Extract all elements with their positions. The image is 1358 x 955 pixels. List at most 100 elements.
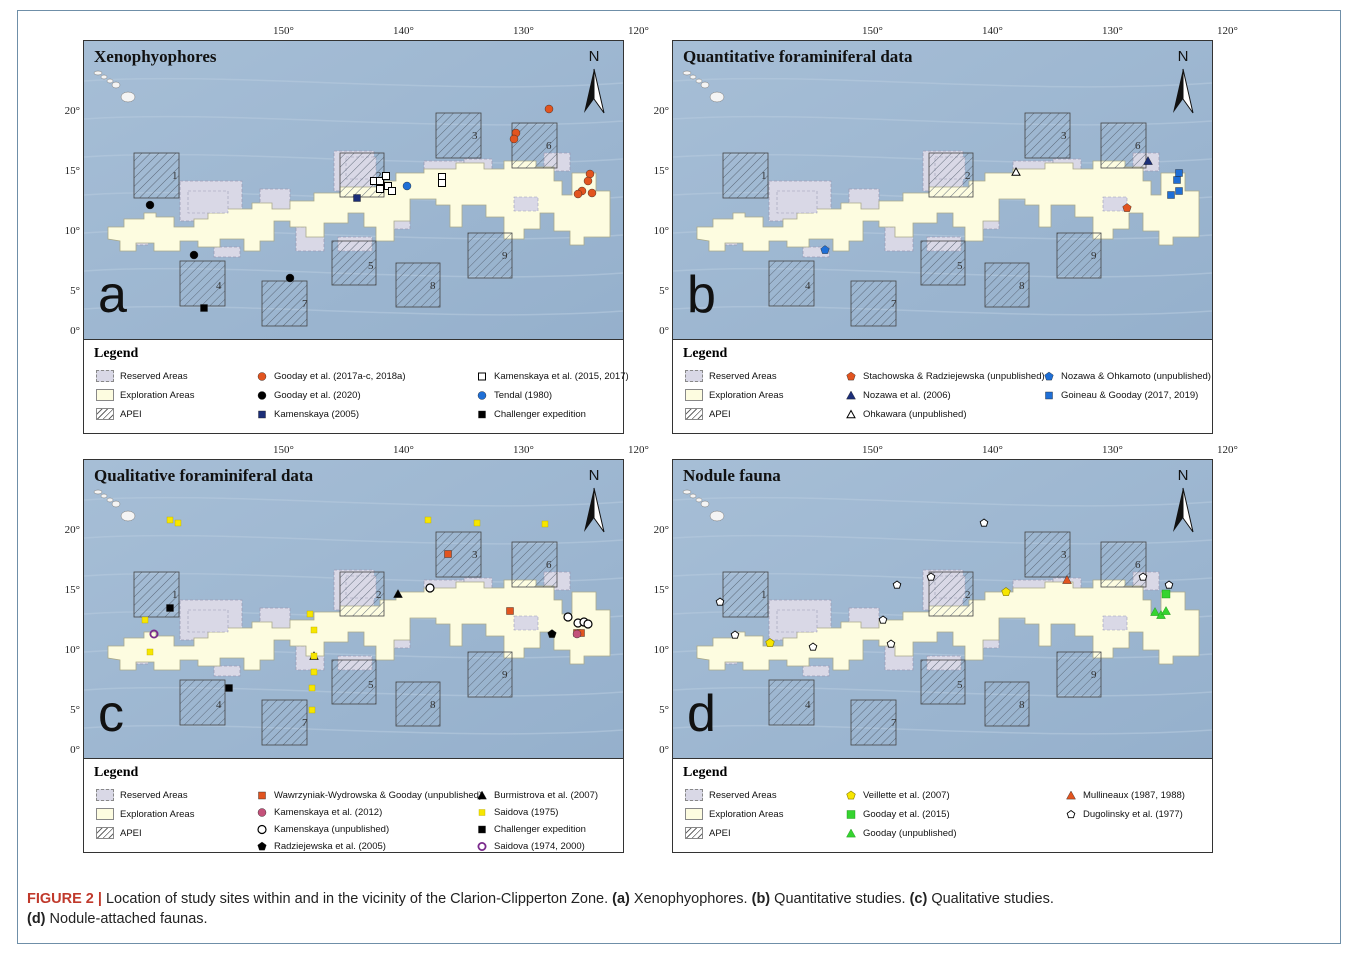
latitude-label: 5° <box>659 704 669 716</box>
longitude-label: 150° <box>273 25 294 37</box>
study-site-marker <box>1138 572 1148 581</box>
apei-5 <box>920 240 966 286</box>
legend-item: Gooday (unpublished) <box>845 827 956 839</box>
study-site-marker <box>892 580 902 589</box>
apei-number: 8 <box>1019 280 1025 292</box>
apei-3 <box>1024 531 1071 578</box>
legend-item-reserved: Reserved Areas <box>685 370 777 382</box>
longitude-label: 150° <box>273 444 294 456</box>
study-site-marker <box>438 179 446 187</box>
study-site-marker <box>310 626 318 634</box>
apei-number: 4 <box>805 280 811 292</box>
map-svg: 1 2 3 4 5 6 7 8 9 N <box>673 41 1212 339</box>
black-pentagon-icon <box>257 841 267 851</box>
apei-number: 8 <box>1019 699 1025 711</box>
legend-label: Reserved Areas <box>120 370 188 382</box>
legend-label: APEI <box>120 827 142 839</box>
apei-number: 9 <box>502 669 508 681</box>
reserved-swatch <box>685 370 703 382</box>
legend-label: Kamenskaya (unpublished) <box>274 823 390 835</box>
hawaii-island <box>689 74 697 80</box>
yellow-pentagon-icon <box>846 790 856 800</box>
exploration-swatch <box>96 389 114 401</box>
legend-item: Gooday et al. (2015) <box>845 808 950 820</box>
longitude-label: 150° <box>862 25 883 37</box>
legend-label: Nozawa et al. (2006) <box>863 389 951 401</box>
legend-item-reserved: Reserved Areas <box>96 370 188 382</box>
apei-6 <box>511 122 558 169</box>
legend-title: Legend <box>683 346 728 361</box>
study-site-marker <box>1143 156 1153 165</box>
legend-item: Radziejewska et al. (2005) <box>256 840 386 852</box>
apei-2 <box>928 571 974 617</box>
apei-7 <box>261 699 308 746</box>
yellow-square-icon <box>478 809 486 816</box>
legend-label: Nozawa & Ohkamoto (unpublished) <box>1061 370 1211 382</box>
legend-item: Kamenskaya et al. (2015, 2017) <box>476 370 629 382</box>
study-site-marker <box>587 188 597 198</box>
study-site-marker <box>310 668 318 676</box>
legend-label: Exploration Areas <box>709 808 784 820</box>
study-site-marker <box>585 169 595 179</box>
study-site-marker <box>544 104 554 114</box>
hawaii-island <box>682 489 692 495</box>
study-site-marker <box>1150 607 1160 616</box>
green-triangle-icon <box>846 828 856 838</box>
apei-number: 5 <box>957 260 963 272</box>
study-site-marker <box>808 642 818 651</box>
latitude-label: 0° <box>659 325 669 337</box>
study-site-marker <box>1161 589 1171 599</box>
north-arrow-icon: N <box>1173 467 1194 533</box>
apei-2 <box>928 152 974 198</box>
study-site-marker <box>1001 587 1011 596</box>
open-pentagon-icon <box>1066 809 1076 819</box>
study-site-marker <box>563 612 573 622</box>
study-site-marker <box>547 629 557 638</box>
apei-number: 2 <box>376 589 382 601</box>
purple-ring-icon <box>477 842 487 851</box>
apei-number: 4 <box>805 699 811 711</box>
apei-number: 7 <box>891 717 897 729</box>
legend-item: Burmistrova et al. (2007) <box>476 789 598 801</box>
longitude-label: 120° <box>628 25 649 37</box>
panel-title: Qualitative foraminiferal data <box>94 466 314 485</box>
hawaii-island <box>111 500 121 508</box>
apei-number: 5 <box>368 260 374 272</box>
reserved-swatch <box>96 789 114 801</box>
blue-pentagon-icon <box>1044 371 1054 381</box>
apei-number: 5 <box>368 679 374 691</box>
apei-number: 7 <box>302 298 308 310</box>
exploration-area <box>107 579 611 671</box>
study-site-marker <box>376 177 384 185</box>
apei-number: 9 <box>1091 669 1097 681</box>
longitude-label: 140° <box>393 444 414 456</box>
legend-label: Exploration Areas <box>120 389 195 401</box>
apei-number: 2 <box>965 589 971 601</box>
legend-label: Gooday et al. (2017a-c, 2018a) <box>274 370 406 382</box>
apei-7 <box>261 280 308 327</box>
legend-label: Challenger expedition <box>494 823 586 835</box>
panel-letter: d <box>687 685 716 743</box>
study-site-marker <box>878 615 888 624</box>
caption-d-text: Nodule-attached faunas. <box>45 911 208 927</box>
study-site-marker <box>382 172 390 180</box>
legend-item-exploration: Exploration Areas <box>96 808 194 820</box>
legend-item: Challenger expedition <box>476 408 586 420</box>
latitude-label: 15° <box>64 165 80 177</box>
study-site-marker <box>1011 166 1021 176</box>
longitude-label: 120° <box>1217 444 1238 456</box>
study-site-marker <box>583 176 593 186</box>
open-triangle-icon <box>846 409 856 419</box>
hawaii-island <box>120 91 136 103</box>
caption-b-tag: (b) <box>751 891 771 907</box>
latitude-label: 5° <box>70 285 80 297</box>
legend-item: Stachowska & Radziejewska (unpublished) <box>845 370 1045 382</box>
reserved-swatch <box>96 370 114 382</box>
legend-label: Ohkawara (unpublished) <box>863 408 967 420</box>
legend-label: Tendal (1980) <box>494 389 553 401</box>
study-site-marker <box>473 519 481 527</box>
legend-item: Kamenskaya et al. (2012) <box>256 806 382 818</box>
hawaii-island <box>106 78 114 84</box>
study-site-marker <box>506 607 514 615</box>
legend-label: APEI <box>120 408 142 420</box>
